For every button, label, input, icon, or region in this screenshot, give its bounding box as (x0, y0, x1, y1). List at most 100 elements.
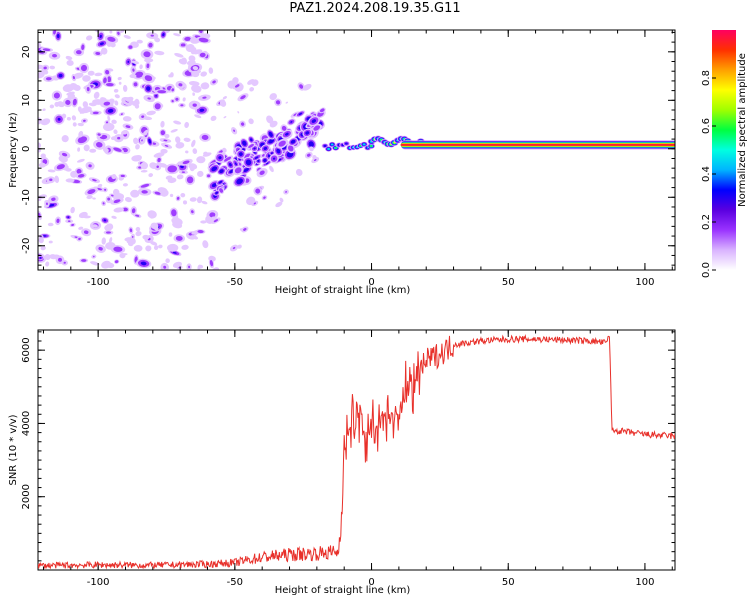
snr-xtick-label: -50 (227, 577, 243, 588)
heatmap-blob (237, 111, 240, 114)
heatmap-blob (140, 162, 149, 170)
heatmap-blob (105, 195, 112, 203)
heatmap-blob (285, 101, 289, 104)
heatmap-blob (170, 129, 178, 133)
heatmap-blob (189, 197, 197, 202)
heatmap-blob (288, 137, 298, 146)
heatmap-blob (47, 222, 54, 227)
snr-line-chart: -100 -50 0 50 100 2000 4000 6000 Height of strai… (8, 329, 676, 596)
heatmap-blob (173, 96, 181, 103)
heatmap-blob (114, 94, 120, 99)
heatmap-blob (44, 200, 50, 208)
heatmap-blob (302, 83, 312, 91)
heatmap-blob (90, 261, 100, 266)
heatmap-blob (103, 230, 114, 235)
heatmap-blob (146, 41, 155, 50)
heatmap-blob (233, 175, 247, 187)
heatmap-blob (38, 64, 44, 70)
heatmap-blob (208, 164, 221, 174)
heatmap-blob (131, 100, 140, 106)
heatmap-blob (169, 193, 174, 198)
snr-xtick-label: 50 (502, 577, 515, 588)
heatmap-blob (85, 84, 92, 94)
snr-ytick-label: 6000 (21, 337, 32, 362)
heatmap-blob (219, 99, 227, 107)
heatmap-blob (216, 179, 225, 186)
heatmap-blob (122, 116, 132, 122)
heatmap-tone (400, 140, 675, 150)
heatmap-blob (274, 98, 282, 107)
heatmap-blob (114, 100, 119, 106)
heatmap-blob (107, 115, 111, 121)
heatmap-blob (54, 175, 60, 184)
heatmap-blob (95, 132, 103, 138)
heatmap-blob (82, 75, 91, 82)
heatmap-blob (76, 158, 85, 163)
snr-ylabel: SNR (10 * v/v) (8, 414, 19, 485)
heatmap-blob (152, 190, 163, 196)
heatmap-blob (103, 82, 116, 88)
heatmap-blob (168, 74, 173, 78)
heatmap-blob (110, 197, 124, 205)
heatmap-blob (213, 190, 220, 196)
heatmap-blob (103, 147, 109, 153)
heatmap-blob (64, 167, 72, 172)
heatmap-blob (119, 30, 125, 33)
heatmap-blob (309, 146, 314, 152)
heatmap-blob (191, 84, 202, 93)
colorbar-gradient (712, 30, 736, 270)
heatmap-blob (93, 91, 100, 99)
heatmap-blob (165, 175, 173, 180)
heatmap-blob (273, 145, 283, 157)
heatmap-blob (46, 176, 56, 184)
heatmap-blob (211, 216, 215, 220)
heatmap-blob (72, 122, 77, 127)
heatmap-ylabel: Frequency (Hz) (8, 112, 19, 188)
heatmap-blob (55, 71, 66, 80)
heatmap-blob (232, 82, 242, 90)
heatmap-blob (266, 129, 275, 140)
heatmap-blob (302, 128, 313, 138)
heatmap-blob (246, 142, 256, 150)
heatmap-blob (173, 33, 181, 37)
heatmap-blob (58, 150, 71, 159)
heatmap-blob (55, 255, 65, 265)
heatmap-blob (122, 84, 128, 92)
heatmap-blob (139, 137, 145, 144)
heatmap-blob (166, 243, 179, 252)
heatmap-blob (198, 264, 204, 269)
heatmap-blob (198, 94, 211, 101)
heatmap-blob (256, 168, 268, 178)
snr-ytick-label: 2000 (21, 484, 32, 509)
heatmap-blob (80, 118, 88, 124)
heatmap-blob (181, 244, 189, 250)
heatmap-blob (261, 195, 268, 201)
heatmap-blob (196, 196, 203, 204)
heatmap-blob (158, 244, 163, 249)
heatmap-blob (66, 116, 71, 121)
heatmap-blob (232, 165, 244, 176)
heatmap-blob (111, 174, 117, 180)
heatmap-blob (196, 36, 211, 44)
heatmap-blob (93, 50, 103, 57)
heatmap-blob (121, 206, 130, 213)
heatmap-ytick-label: -10 (21, 189, 32, 205)
heatmap-blob (283, 189, 289, 195)
heatmap-blob (78, 211, 88, 219)
heatmap-blob (286, 143, 296, 154)
heatmap-blob (175, 195, 181, 202)
heatmap-blob (146, 110, 156, 116)
heatmap-blob (169, 207, 179, 219)
heatmap-blob (178, 102, 186, 108)
heatmap-blob (198, 51, 208, 59)
heatmap-xtick-label: -50 (227, 277, 243, 288)
heatmap-blob (118, 173, 127, 179)
heatmap-blob (143, 131, 148, 136)
snr-ytick-label: 4000 (21, 411, 32, 436)
heatmap-blob (342, 140, 350, 147)
heatmap-blob (188, 163, 198, 170)
heatmap-xtick-label: 0 (368, 277, 374, 288)
heatmap-blob (149, 241, 158, 246)
heatmap-blob (188, 55, 196, 62)
heatmap-blob (65, 178, 75, 183)
